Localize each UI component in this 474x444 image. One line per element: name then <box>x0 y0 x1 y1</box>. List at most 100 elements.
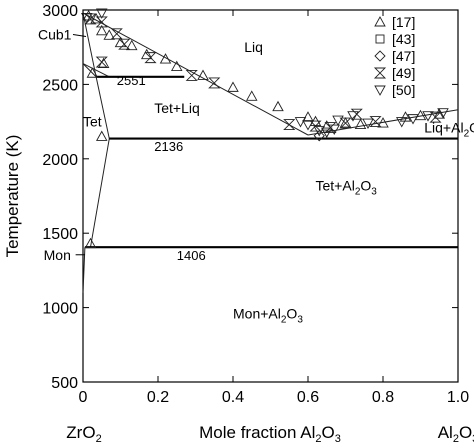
right-endmember-label: Al2O3 <box>438 423 474 444</box>
x-axis-title: Mole fraction Al2O3 <box>199 423 341 444</box>
data-point-triangle-down <box>407 114 419 125</box>
data-point-triangle-down <box>422 111 434 122</box>
boundary-tet-mon-boundary <box>90 138 110 248</box>
data-point-triangle-down <box>294 117 307 128</box>
phase-boundaries <box>82 12 459 293</box>
y-tick-label: 2000 <box>42 152 78 169</box>
data-point-triangle-up <box>159 53 172 64</box>
data-point-bowtie <box>309 120 322 132</box>
data-point-bowtie <box>110 28 123 40</box>
x-axis: 0 0.2 0.4 0.6 0.8 1.0 <box>79 10 469 406</box>
data-markers <box>80 8 449 249</box>
y-tick-label: 2500 <box>42 77 78 94</box>
region-label: Cub1 <box>38 27 72 43</box>
data-point-triangle-down <box>80 12 93 24</box>
legend-symbol-diamond <box>374 50 386 62</box>
data-point-triangle-down <box>320 127 333 138</box>
left-endmember-base: ZrO <box>66 423 95 442</box>
x-tick-label: 0.4 <box>222 389 244 406</box>
data-point-bowtie <box>95 16 108 28</box>
data-point-triangle-up <box>302 111 314 122</box>
y-tick-label: 1000 <box>42 301 78 318</box>
y-tick-label: 1500 <box>42 226 78 243</box>
x-axis-title-sub2: 3 <box>335 433 341 444</box>
region-label: Tet <box>83 114 102 130</box>
data-point-triangle-up <box>170 60 183 71</box>
left-endmember-label: ZrO2 <box>66 423 101 444</box>
isotherm-label-2136: 2136 <box>154 139 183 154</box>
x-tick-label: 0.2 <box>147 389 169 406</box>
data-point-triangle-up <box>339 117 352 128</box>
data-point-triangle-up <box>354 118 367 130</box>
data-point-bowtie <box>429 111 442 123</box>
legend-symbol-triangle-down <box>374 85 386 96</box>
boundary-cub-tet-boundary <box>82 63 110 78</box>
legend-label: [47] <box>392 48 415 64</box>
data-point-triangle-up <box>433 108 446 119</box>
data-point-bowtie <box>84 13 97 25</box>
data-point-bowtie <box>185 70 198 81</box>
data-point-bowtie <box>369 116 382 128</box>
data-point-triangle-down <box>328 124 341 135</box>
legend-symbol-square <box>375 34 385 44</box>
region-label: Liq <box>244 39 263 55</box>
data-point-triangle-down <box>313 126 326 137</box>
x-axis-title-text: Mole fraction Al <box>199 423 315 442</box>
right-endmember-mid: O <box>459 423 472 442</box>
data-point-triangle-down <box>332 115 344 127</box>
right-endmember-sub: 2 <box>453 433 459 444</box>
data-point-triangle-down <box>347 111 359 122</box>
data-point-diamond <box>313 130 325 142</box>
legend-label: [50] <box>392 82 415 98</box>
data-point-bowtie <box>283 119 296 131</box>
data-point-triangle-up <box>377 117 389 128</box>
plot-area: 2551 2136 1406 Liq Tet+Liq Tet Tet+Al2O3 Liq+A… <box>38 8 474 383</box>
isotherm-lines: 2551 2136 1406 <box>84 73 458 263</box>
data-point-triangle-up <box>95 24 108 36</box>
data-point-triangle-up <box>114 36 127 48</box>
isotherm-label-1406: 1406 <box>177 248 206 263</box>
x-axis-title-mid: O <box>322 423 335 442</box>
right-endmember-base: Al <box>438 423 453 442</box>
y-tick-label: 3000 <box>42 3 78 20</box>
data-point-triangle-up <box>399 111 412 122</box>
data-point-triangle-down <box>95 8 108 19</box>
region-label: Liq+Al2O3 <box>424 120 474 140</box>
region-label: Mon <box>44 247 71 263</box>
cub1-pointer <box>72 34 87 38</box>
data-point-triangle-up <box>84 237 97 249</box>
data-point-triangle-up <box>140 48 153 60</box>
data-point-triangle-up <box>86 67 99 78</box>
plot-frame <box>82 9 459 383</box>
legend-label: [43] <box>392 31 415 47</box>
data-point-triangle-down <box>362 118 374 130</box>
left-endmember-sub: 2 <box>96 433 102 444</box>
y-axis-title: Temperature (K) <box>3 135 22 258</box>
data-point-triangle-down <box>302 120 314 131</box>
right-endmember-sub2: 3 <box>472 433 474 444</box>
legend-symbol-bowtie <box>373 67 387 79</box>
data-point-triangle-down <box>437 108 449 119</box>
legend-label: [49] <box>392 65 415 81</box>
data-point-bowtie <box>144 52 157 64</box>
data-point-triangle-up <box>227 81 239 92</box>
legend-symbol-triangle-up <box>374 16 386 27</box>
legend-label: [17] <box>392 14 415 30</box>
x-tick-label: 1.0 <box>447 389 469 406</box>
data-point-bowtie <box>208 77 221 89</box>
data-point-triangle-up <box>197 69 209 80</box>
boundary-liquidus-al2o3-side <box>307 109 459 136</box>
x-axis-title-sub1: 2 <box>315 433 321 444</box>
data-point-triangle-up <box>245 90 258 101</box>
x-tick-label: 0 <box>79 389 88 406</box>
data-point-triangle-up <box>272 100 284 112</box>
y-tick-label: 500 <box>51 375 78 392</box>
y-axis: 500 1000 1500 2000 2500 3000 <box>42 3 458 392</box>
region-label: Mon+Al2O3 <box>233 306 303 326</box>
x-tick-label: 0.6 <box>297 389 319 406</box>
region-labels: Liq Tet+Liq Tet Tet+Al2O3 Liq+Al2O3 Mon+Al2O3… <box>38 27 474 326</box>
data-point-bowtie <box>95 56 108 68</box>
isotherm-label-2551: 2551 <box>117 73 146 88</box>
data-point-triangle-down <box>395 117 408 128</box>
